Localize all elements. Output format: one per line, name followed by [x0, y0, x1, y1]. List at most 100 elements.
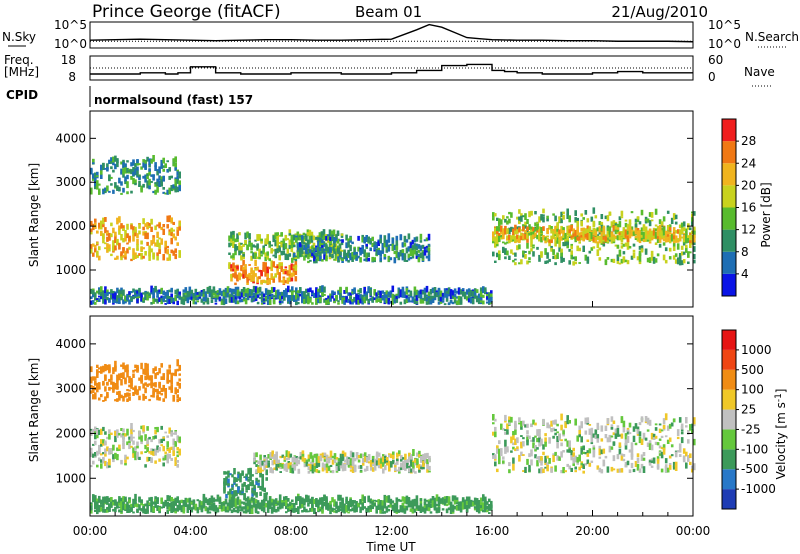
power-data-cell — [106, 292, 109, 296]
vel-data-cell — [247, 468, 250, 475]
vel-data-cell — [339, 508, 342, 512]
vel-data-cell — [530, 449, 533, 457]
power-data-cell — [234, 246, 237, 252]
vel-data-cell — [347, 504, 350, 511]
vel-data-cell — [293, 456, 297, 463]
vel-data-cell — [246, 500, 250, 507]
vel-data-cell — [178, 448, 181, 456]
power-cbar-swatch-0 — [722, 273, 736, 296]
vel-data-cell — [208, 511, 212, 514]
vel-data-cell — [142, 506, 145, 512]
vel-data-cell — [172, 446, 175, 453]
power-data-cell — [313, 293, 316, 298]
power-data-cell — [330, 243, 334, 248]
vel-data-cell — [150, 500, 153, 508]
power-data-cell — [164, 240, 167, 245]
vel-data-cell — [236, 500, 240, 505]
power-data-cell — [606, 240, 610, 243]
power-data-cell — [502, 241, 505, 244]
vel-data-cell — [377, 458, 381, 465]
power-data-cell — [441, 292, 445, 300]
power-data-cell — [333, 242, 336, 248]
power-data-cell — [620, 242, 624, 245]
power-data-cell — [246, 293, 250, 301]
power-data-cell — [349, 296, 352, 300]
power-data-cell — [383, 235, 387, 241]
power-data-cell — [238, 250, 241, 256]
vel-data-cell — [514, 420, 517, 428]
power-data-cell — [288, 243, 292, 250]
noise-right-tick-top: 10^5 — [708, 18, 741, 32]
vel-data-cell — [325, 455, 329, 461]
power-data-cell — [252, 295, 256, 299]
vel-data-cell — [518, 422, 521, 425]
power-data-cell — [126, 181, 129, 189]
vel-data-cell — [271, 460, 274, 466]
power-data-cell — [286, 255, 290, 261]
vel-data-cell — [184, 497, 188, 505]
power-data-cell — [492, 217, 495, 221]
vel-data-cell — [343, 508, 346, 514]
power-data-cell — [192, 296, 196, 300]
vel-data-cell — [586, 439, 590, 442]
vel-data-cell — [166, 377, 169, 384]
power-data-cell — [564, 232, 567, 239]
vel-data-cell — [685, 462, 688, 469]
vel-data-cell — [305, 460, 309, 467]
vel-data-cell — [144, 503, 147, 507]
power-cbar-label-0: 4 — [741, 267, 749, 281]
vel-data-cell — [233, 476, 236, 483]
vel-data-cell — [538, 468, 541, 474]
vel-data-cell — [146, 438, 149, 445]
power-data-cell — [572, 261, 575, 266]
vel-data-cell — [275, 459, 278, 464]
power-data-cell — [286, 238, 290, 241]
vel-data-cell — [136, 508, 139, 512]
vel-data-cell — [616, 468, 620, 473]
power-data-cell — [419, 294, 423, 299]
power-data-cell — [156, 298, 159, 304]
power-data-cell — [128, 291, 131, 295]
power-data-cell — [409, 290, 413, 297]
vel-data-cell — [102, 496, 105, 503]
power-data-cell — [106, 231, 109, 235]
power-data-cell — [250, 255, 253, 261]
vel-data-cell — [166, 509, 169, 514]
vel-data-cell — [283, 468, 287, 471]
power-data-cell — [548, 239, 551, 243]
vel-data-cell — [122, 435, 125, 442]
power-data-cell — [266, 278, 269, 285]
vel-data-cell — [652, 457, 656, 464]
vel-data-cell — [114, 360, 117, 368]
power-data-cell — [158, 237, 161, 240]
vel-data-cell — [210, 495, 214, 502]
vel-data-cell — [274, 509, 278, 511]
power-data-cell — [453, 299, 457, 304]
vel-data-cell — [538, 430, 541, 438]
power-data-cell — [317, 237, 320, 243]
power-data-cell — [415, 289, 419, 295]
power-data-cell — [419, 289, 423, 295]
power-data-cell — [92, 290, 95, 296]
vel-data-cell — [178, 436, 181, 443]
vel-data-cell — [229, 473, 232, 476]
vel-data-cell — [644, 437, 648, 441]
power-data-cell — [676, 229, 680, 234]
power-data-cell — [102, 222, 105, 225]
power-data-cell — [473, 291, 477, 296]
vel-data-cell — [598, 456, 602, 459]
power-data-cell — [345, 286, 348, 293]
power-data-cell — [664, 247, 668, 252]
power-data-cell — [666, 225, 670, 231]
power-data-cell — [678, 255, 682, 258]
vel-data-cell — [94, 380, 97, 386]
power-data-cell — [272, 277, 275, 283]
vel-data-cell — [317, 502, 320, 509]
vel-data-cell — [142, 504, 145, 507]
vel-data-cell — [108, 507, 111, 512]
power-data-cell — [290, 275, 294, 278]
power-data-cell — [246, 282, 249, 285]
power-data-cell — [640, 245, 644, 250]
power-data-cell — [522, 226, 525, 232]
power-data-cell — [110, 176, 113, 179]
